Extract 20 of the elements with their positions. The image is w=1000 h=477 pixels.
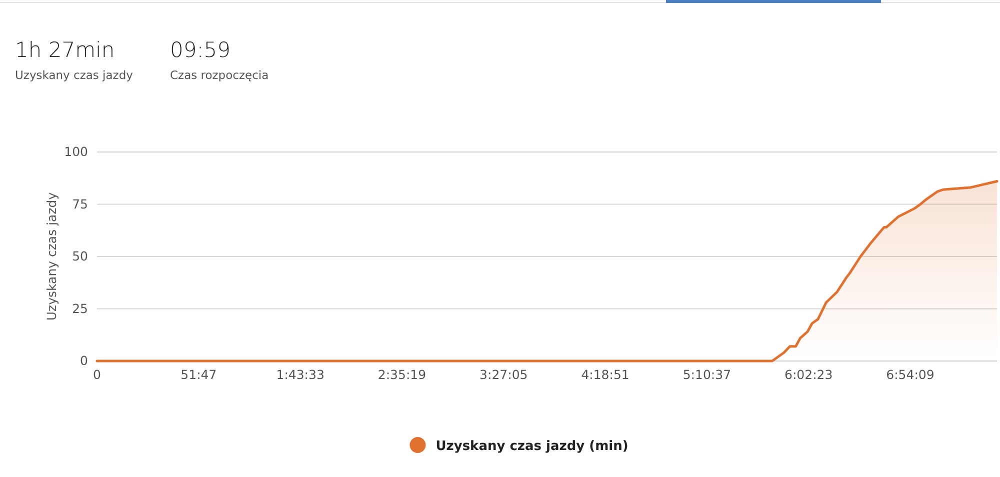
y-axis-title: Uzyskany czas jazdy — [44, 192, 59, 321]
x-tick-label: 51:47 — [180, 366, 217, 382]
y-tick-label: 100 — [64, 144, 88, 159]
y-tick-label: 0 — [80, 353, 88, 368]
text: Czas rozpoczęcia — [170, 68, 269, 82]
y-tick-label: 25 — [72, 300, 88, 316]
x-tick-label: 2:35:19 — [378, 366, 426, 382]
x-tick-label: 6:02:23 — [784, 366, 833, 382]
x-tick-label: 1:43:33 — [276, 366, 324, 382]
y-tick-label: 50 — [72, 248, 88, 264]
x-tick-label: 4:18:51 — [581, 366, 630, 382]
x-tick-label: 0 — [93, 366, 102, 382]
x-tick-label: 6:54:09 — [886, 366, 934, 382]
text: Uzyskany czas jazdy — [15, 68, 134, 82]
x-tick-label: 5:10:37 — [682, 366, 732, 382]
text: 1h 27min — [15, 38, 115, 62]
legend-label: Uzyskany czas jazdy (min) — [436, 439, 628, 454]
text: 09:59 — [170, 38, 231, 62]
x-tick-label: 3:27:05 — [480, 366, 528, 382]
y-tick-label: 75 — [72, 196, 88, 212]
